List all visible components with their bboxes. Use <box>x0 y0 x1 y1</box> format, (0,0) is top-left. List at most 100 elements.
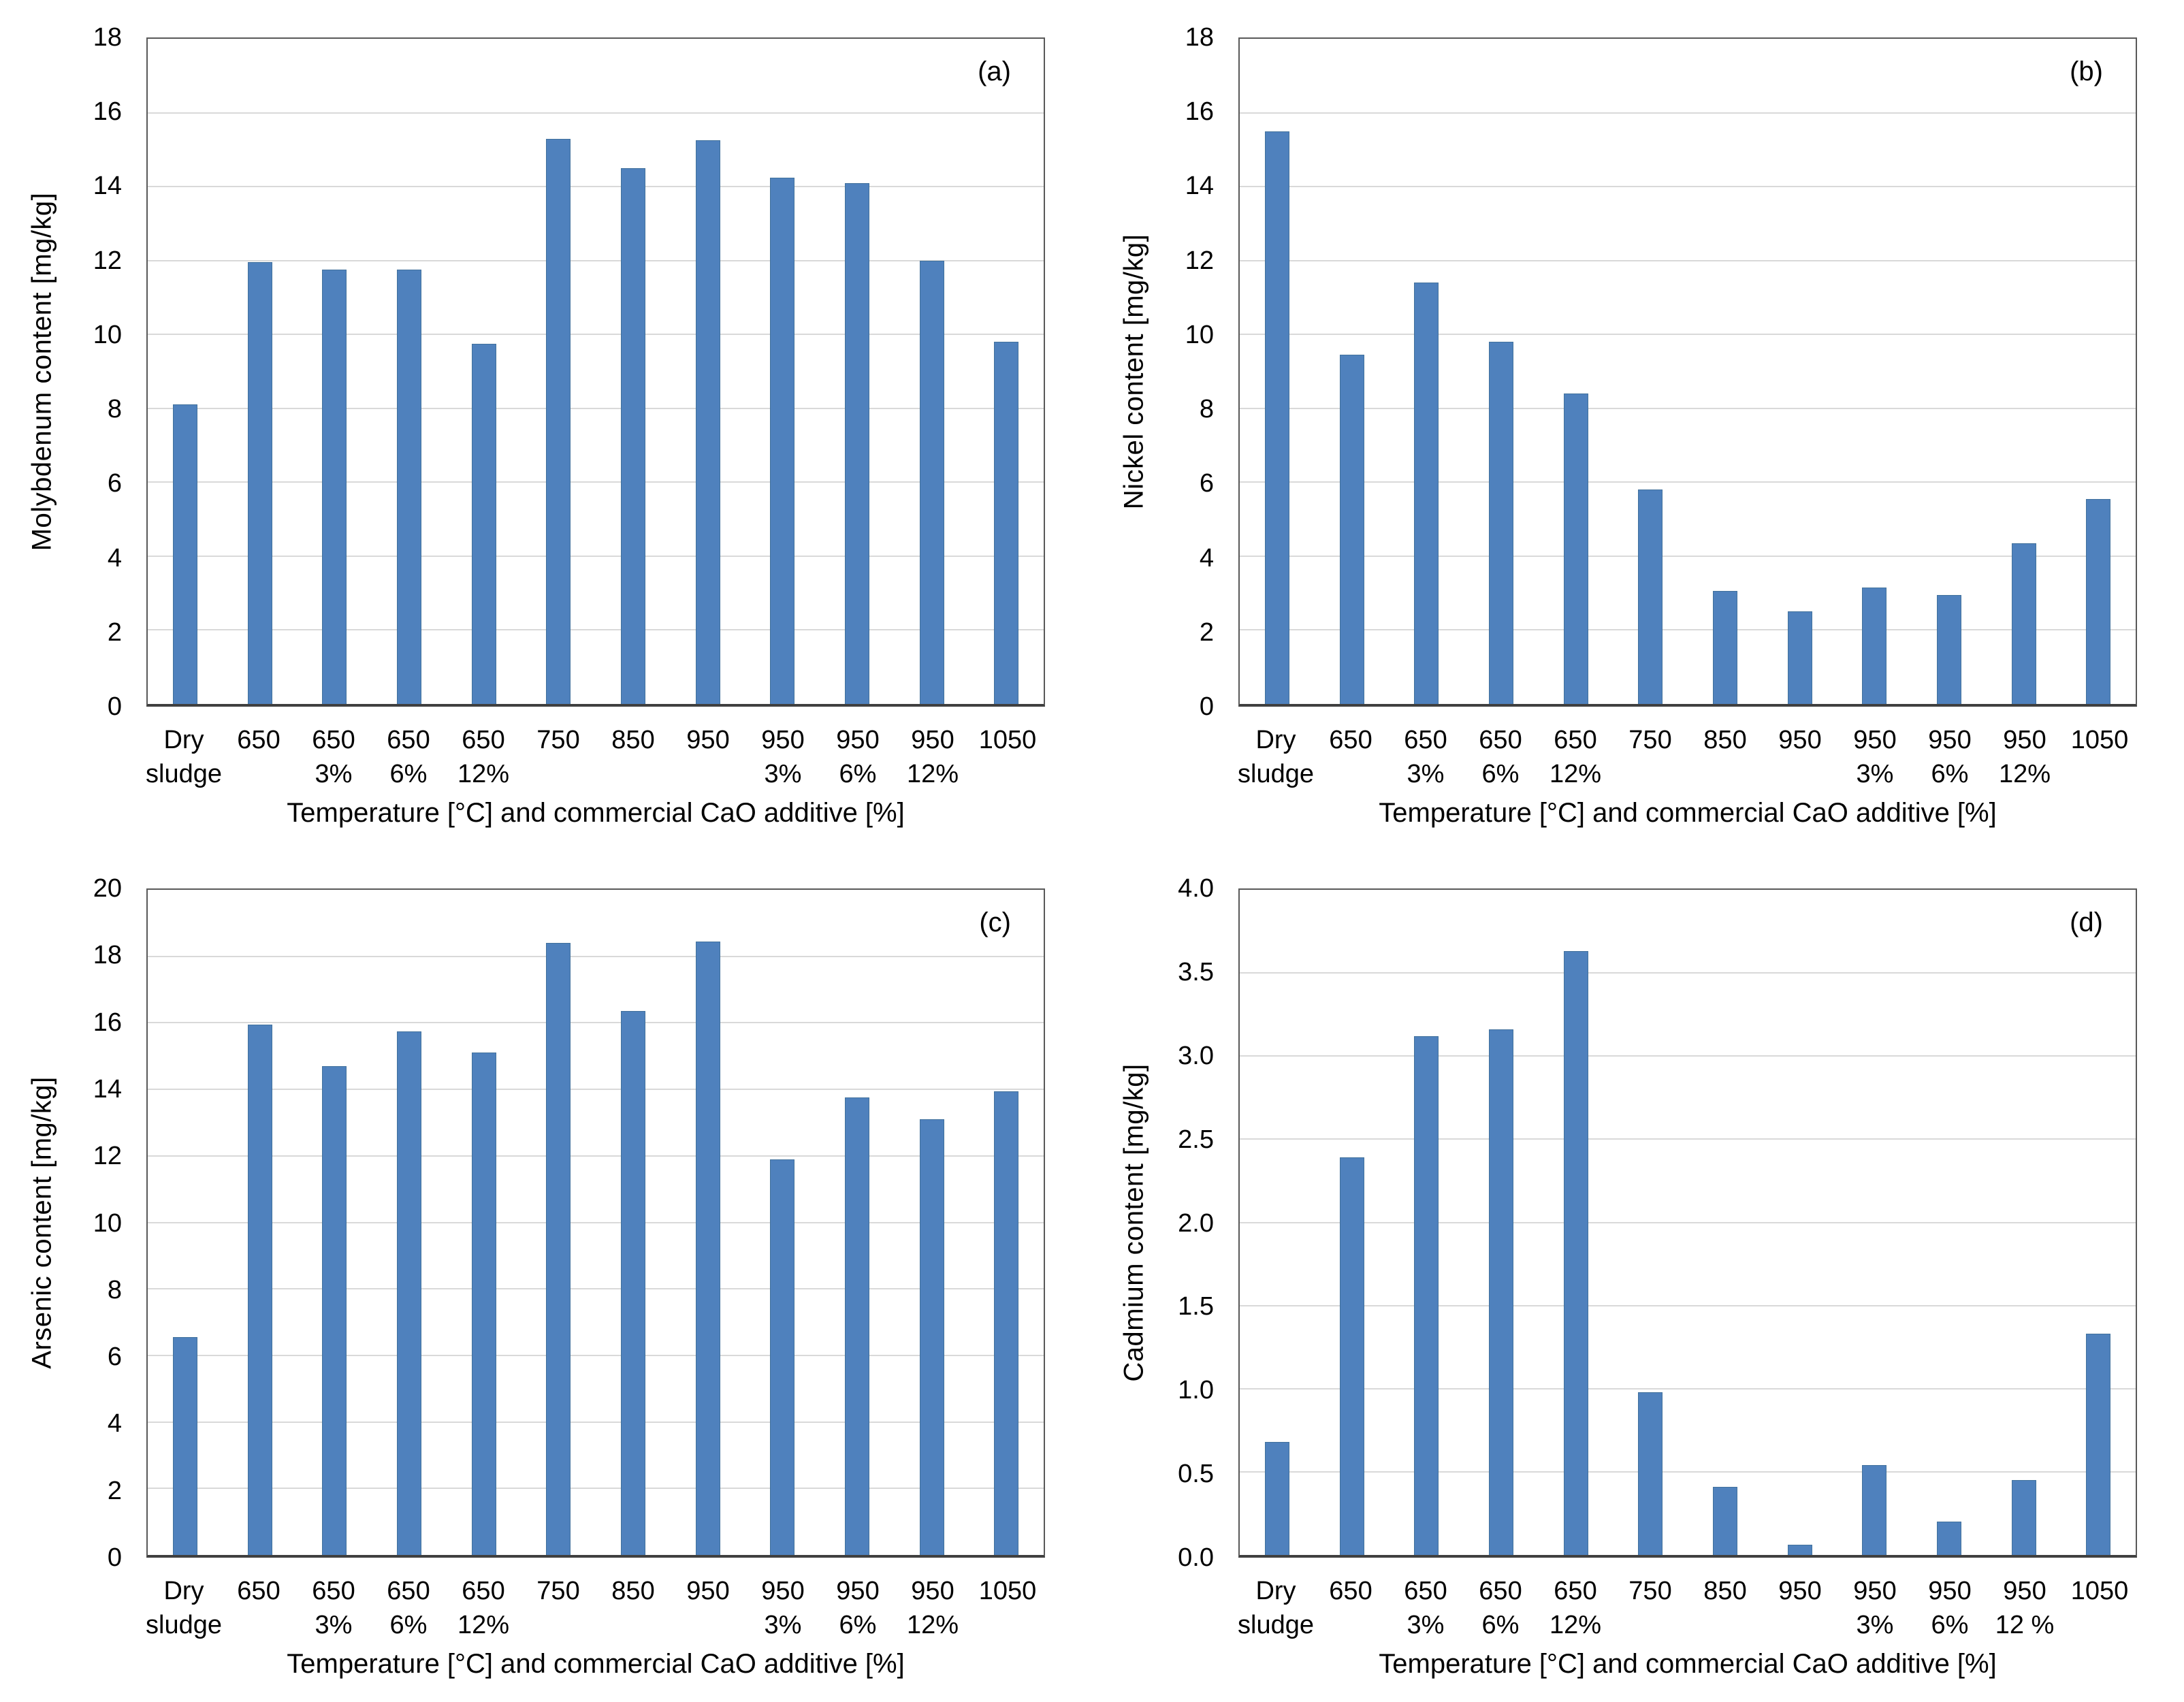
bar <box>994 342 1019 704</box>
gridline <box>148 555 1044 557</box>
x-tick-label: 950 12% <box>907 723 959 791</box>
bar <box>396 270 421 704</box>
bar <box>1563 951 1588 1555</box>
panel-letter: (b) <box>2070 57 2103 86</box>
y-tick-labels: 0 2 4 6 8 10 12 14 16 18 <box>1092 25 1226 720</box>
gridline <box>1240 112 2136 114</box>
x-tick-line1: 950 <box>836 1577 880 1605</box>
x-tick-line1: 950 <box>1853 1577 1897 1605</box>
gridline <box>1240 186 2136 188</box>
y-tick-label: 4 <box>107 543 122 573</box>
y-tick-label: 4 <box>1199 543 1214 573</box>
bar <box>695 941 720 1555</box>
y-tick-label: 10 <box>1185 320 1214 349</box>
chart-panel-a: Molybdenum content [mg/kg] 0 2 4 6 8 10 12 14 16… <box>0 0 1092 851</box>
x-tick-label: 950 6% <box>1928 1574 1971 1642</box>
x-tick-label: 650 3% <box>1404 723 1447 791</box>
y-tick-label: 8 <box>1199 395 1214 424</box>
y-tick-label: 8 <box>107 395 122 424</box>
x-tick-line2 <box>979 1608 1037 1642</box>
bar <box>1936 594 1961 704</box>
y-tick-label: 10 <box>93 1208 122 1238</box>
x-tick-label: 650 3% <box>1404 1574 1447 1642</box>
x-tick-label: 650 12% <box>457 1574 509 1642</box>
x-tick-line1: 950 <box>1928 1577 1972 1605</box>
x-tick-line1: 950 <box>911 1577 954 1605</box>
x-tick-label: Dry sludge <box>1238 1574 1314 1642</box>
x-tick-line1: Dry <box>1255 1577 1296 1605</box>
x-tick-line2: sludge <box>1238 1611 1314 1639</box>
x-tick-label: 750 <box>536 723 579 791</box>
chart-panel-d: Cadmium content [mg/kg] 0.0 0.5 1.0 1.5 2.0 2… <box>1092 851 2184 1702</box>
y-tick-label: 2.0 <box>1178 1208 1214 1238</box>
bar <box>1488 1029 1513 1555</box>
gridline <box>1240 1304 2136 1306</box>
x-tick-line2 <box>1329 1608 1372 1642</box>
x-tick-line2: 6% <box>839 760 877 788</box>
x-tick-line1: 1050 <box>978 1577 1037 1605</box>
bar <box>1264 131 1289 704</box>
x-tick-line1: Dry <box>163 726 204 754</box>
x-tick-line2: 3% <box>764 1611 802 1639</box>
x-tick-line1: 950 <box>2003 726 2046 754</box>
x-tick-line2 <box>1703 1608 1746 1642</box>
x-tick-line1: 850 <box>611 726 655 754</box>
y-tick-label: 14 <box>93 1074 122 1104</box>
y-tick-labels: 0 2 4 6 8 10 12 14 16 18 <box>0 25 134 720</box>
x-tick-line2: 6% <box>1931 1611 1969 1639</box>
bar <box>1787 611 1812 704</box>
gridlines <box>1240 39 2136 704</box>
x-tick-label: 950 6% <box>1928 723 1971 791</box>
x-tick-line2: 12 % <box>1995 1611 2055 1639</box>
x-tick-line1: 850 <box>611 1577 655 1605</box>
x-tick-line1: 650 <box>237 726 280 754</box>
x-tick-label: 950 12% <box>1999 723 2051 791</box>
bars <box>148 890 1044 1555</box>
x-tick-label: 650 <box>237 1574 280 1642</box>
bar <box>471 1053 496 1555</box>
x-tick-line2: sludge <box>1238 760 1314 788</box>
x-tick-label: 850 <box>611 723 654 791</box>
x-tick-line1: 650 <box>1404 1577 1447 1605</box>
bar <box>247 262 272 704</box>
bar <box>1563 394 1588 704</box>
gridline <box>148 259 1044 261</box>
plot-area: (d) <box>1238 888 2137 1558</box>
x-tick-label: 1050 <box>2071 1574 2129 1642</box>
bar <box>1264 1441 1289 1555</box>
x-tick-label: 950 3% <box>1853 723 1896 791</box>
x-tick-line2: sludge <box>146 760 222 788</box>
bar <box>2086 1334 2111 1555</box>
gridline <box>148 1421 1044 1423</box>
x-tick-label: 950 3% <box>761 1574 804 1642</box>
bar <box>322 1065 347 1555</box>
y-tick-label: 6 <box>1199 469 1214 498</box>
bars <box>148 39 1044 704</box>
x-tick-line2 <box>536 1608 579 1642</box>
bar <box>2011 1480 2036 1555</box>
x-tick-line2: 12% <box>906 760 959 788</box>
x-tick-line1: 650 <box>1479 726 1522 754</box>
x-tick-line2: 3% <box>1856 760 1894 788</box>
gridline <box>1240 555 2136 557</box>
x-tick-line2 <box>237 1608 280 1642</box>
y-tick-label: 18 <box>93 23 122 52</box>
x-tick-label: 1050 <box>979 723 1037 791</box>
x-tick-line2: 6% <box>389 1611 428 1639</box>
bar <box>2086 498 2111 704</box>
gridline <box>1240 1471 2136 1473</box>
x-tick-line1: 950 <box>686 726 730 754</box>
x-tick-labels: Dry sludge 650 650 3% 650 6% 650 12% 750 850 950 950… <box>146 1574 1045 1645</box>
x-tick-line2: 3% <box>764 760 802 788</box>
y-tick-label: 0 <box>107 692 122 721</box>
x-tick-label: 750 <box>1628 723 1671 791</box>
x-tick-label: 650 3% <box>312 1574 355 1642</box>
x-tick-label: 850 <box>611 1574 654 1642</box>
bar <box>844 1097 869 1555</box>
x-axis-title: Temperature [°C] and commercial CaO addi… <box>287 798 905 828</box>
bar <box>1787 1545 1812 1555</box>
x-tick-line1: 750 <box>536 726 580 754</box>
x-tick-line2 <box>1778 1608 1821 1642</box>
y-tick-label: 1.5 <box>1178 1292 1214 1321</box>
x-axis-title: Temperature [°C] and commercial CaO addi… <box>1379 798 1997 828</box>
